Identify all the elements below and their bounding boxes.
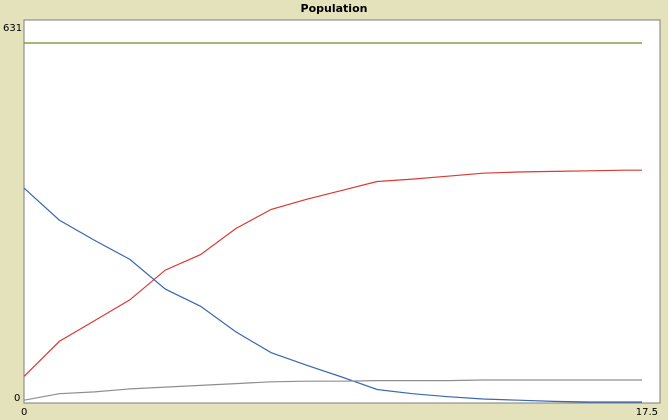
series-line-3 [23,187,642,403]
x-tick-label-min: 0 [21,407,27,418]
x-tick-label-max: 17.5 [636,407,658,418]
series-line-2 [23,169,642,377]
plot-area [23,19,661,404]
chart-title: Population [300,2,368,15]
y-tick-label-min: 0 [14,393,20,404]
series-line-4 [23,379,642,401]
y-tick-label-max: 631 [3,23,22,34]
